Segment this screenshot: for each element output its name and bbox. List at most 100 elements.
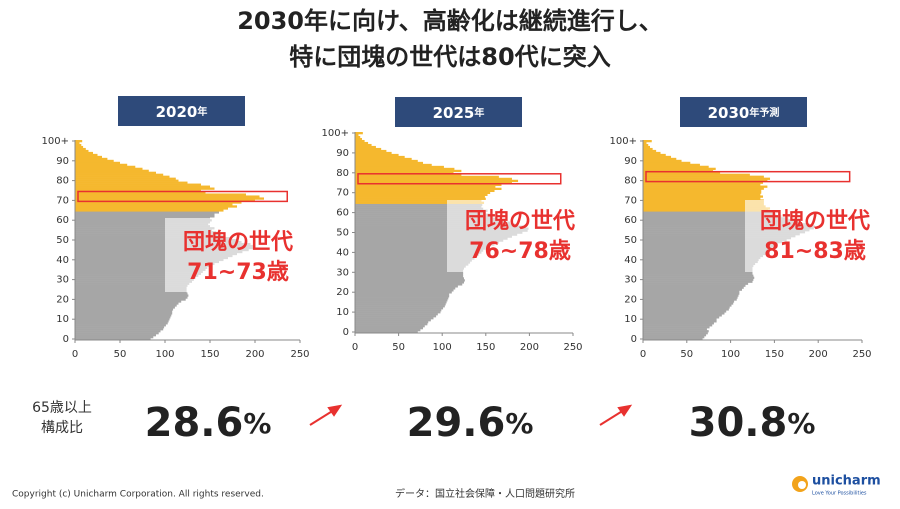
bar — [643, 171, 721, 174]
bar — [355, 235, 512, 238]
bar — [643, 193, 761, 196]
bar — [355, 215, 493, 218]
bar — [355, 311, 441, 314]
bar — [643, 167, 716, 171]
bar — [355, 195, 485, 198]
bar — [643, 209, 769, 212]
bar — [643, 264, 754, 268]
bar — [75, 181, 188, 184]
x-tick-label: 250 — [290, 349, 309, 360]
y-tick-label: 60 — [336, 208, 349, 219]
bar — [643, 161, 691, 165]
x-tick-label: 200 — [245, 349, 264, 360]
bar — [355, 295, 450, 298]
bar — [643, 282, 749, 285]
bar — [643, 260, 758, 264]
bar — [75, 264, 210, 268]
annotation-backdrop — [745, 200, 867, 272]
y-tick-label: 40 — [56, 255, 69, 266]
bar — [355, 167, 455, 171]
bar — [643, 274, 754, 277]
bar — [643, 320, 717, 323]
bar — [75, 338, 151, 341]
y-tick-label: 50 — [56, 235, 69, 246]
bar — [75, 262, 215, 266]
bar — [643, 258, 759, 262]
bar — [643, 324, 713, 327]
y-tick-label: 20 — [624, 294, 637, 305]
bar — [355, 157, 412, 161]
bar — [643, 288, 742, 291]
bar — [75, 143, 82, 147]
arrow — [599, 409, 625, 426]
bar — [355, 265, 466, 268]
bar — [75, 209, 224, 212]
bar — [75, 205, 237, 208]
year-label: 2025年 — [433, 104, 485, 122]
cohort-box — [357, 173, 562, 185]
bar — [643, 240, 783, 244]
bar — [643, 268, 753, 271]
bar — [643, 248, 771, 252]
bar — [75, 308, 174, 311]
bar — [643, 314, 722, 317]
bar — [643, 270, 753, 273]
bar — [75, 318, 170, 321]
bar — [75, 324, 166, 327]
bar — [643, 237, 792, 240]
bar — [355, 179, 519, 183]
y-tick-label: 80 — [624, 176, 637, 187]
bar — [643, 332, 708, 335]
bar — [75, 165, 136, 169]
bar — [355, 287, 456, 290]
bar — [355, 285, 458, 288]
bar — [643, 328, 707, 331]
bar — [75, 272, 201, 275]
bar — [75, 280, 192, 283]
y-tick-label: 70 — [624, 195, 637, 206]
y-tick-label: 90 — [336, 148, 349, 159]
bar — [355, 177, 512, 181]
x-tick-label: 0 — [72, 349, 78, 360]
annotation: 団塊の世代 — [760, 208, 870, 234]
y-tick-label: 50 — [624, 235, 637, 246]
year-label: 2020年 — [156, 103, 208, 121]
bar — [355, 201, 485, 204]
bar — [643, 213, 777, 216]
bar — [75, 225, 210, 228]
bar — [643, 175, 764, 178]
bar — [355, 323, 428, 326]
bar — [355, 159, 418, 163]
bar — [355, 189, 495, 193]
bar — [355, 283, 463, 286]
bar — [75, 258, 224, 262]
bar — [75, 211, 219, 214]
year-suffix: 年予測 — [749, 106, 779, 119]
bar — [75, 197, 264, 200]
bar — [75, 336, 154, 339]
y-tick-label: 0 — [343, 327, 349, 338]
bar — [643, 165, 709, 169]
bar — [75, 193, 246, 196]
bar — [355, 191, 491, 194]
annotation-backdrop — [447, 200, 578, 272]
year-box — [680, 97, 807, 127]
y-tick-label: 40 — [336, 247, 349, 258]
bar — [75, 316, 171, 319]
bar — [355, 305, 445, 308]
bar — [355, 229, 528, 232]
bar — [75, 304, 177, 307]
bar — [75, 298, 186, 301]
bar — [643, 322, 714, 325]
title-line: 特に団塊の世代は80代に突入 — [289, 43, 610, 71]
bar — [355, 207, 484, 210]
bar — [355, 237, 508, 240]
bar — [355, 249, 484, 252]
year-suffix: 年 — [197, 105, 207, 118]
bar — [355, 309, 442, 312]
bar — [75, 294, 189, 297]
bar — [75, 286, 187, 289]
x-tick-label: 100 — [155, 349, 174, 360]
bar — [643, 244, 775, 248]
bar — [355, 141, 369, 145]
